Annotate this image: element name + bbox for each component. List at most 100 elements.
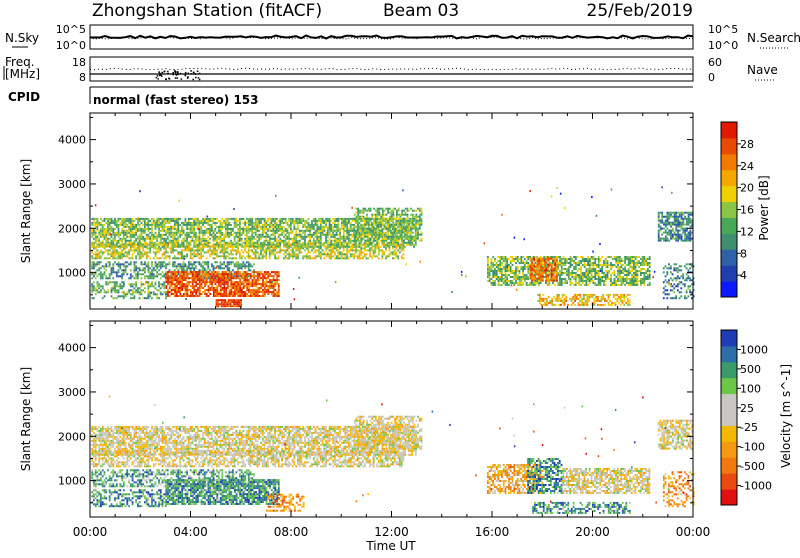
- heatmap-cell: [255, 293, 257, 295]
- heatmap-cell: [146, 218, 148, 220]
- heatmap-cell: [264, 230, 266, 232]
- heatmap-cell: [271, 287, 273, 289]
- heatmap-cell: [387, 232, 389, 234]
- heatmap-cell: [125, 226, 127, 228]
- heatmap-cell: [515, 270, 517, 272]
- heatmap-cell: [221, 305, 223, 307]
- heatmap-cell: [174, 283, 176, 285]
- heatmap-cell: [107, 228, 109, 230]
- heatmap-cell: [492, 266, 494, 268]
- heatmap-cell: [220, 251, 222, 253]
- heatmap-cell: [183, 273, 185, 275]
- heatmap-cell: [156, 240, 158, 242]
- heatmap-cell: [169, 277, 171, 279]
- heatmap-cell: [377, 214, 379, 216]
- heatmap-cell: [193, 240, 195, 242]
- heatmap-cell: [229, 295, 231, 297]
- heatmap-cell: [207, 222, 209, 224]
- heatmap-cell: [264, 291, 266, 293]
- heatmap-cell: [338, 224, 340, 226]
- heatmap-cell: [128, 257, 130, 259]
- heatmap-cell: [290, 232, 292, 234]
- heatmap-cell: [135, 226, 137, 228]
- heatmap-cell: [119, 218, 121, 220]
- heatmap-cell: [360, 257, 362, 259]
- heatmap-cell: [348, 234, 350, 236]
- heatmap-cell: [162, 285, 164, 287]
- heatmap-cell: [339, 253, 341, 255]
- heatmap-cell: [338, 249, 340, 251]
- heatmap-cell: [400, 222, 402, 224]
- nave-point: [165, 79, 167, 81]
- heatmap-cell: [403, 218, 405, 220]
- heatmap-cell: [364, 230, 366, 232]
- heatmap-cell: [144, 251, 146, 253]
- heatmap-cell: [287, 222, 289, 224]
- heatmap-cell: [237, 234, 239, 236]
- heatmap-cell: [223, 291, 225, 293]
- heatmap-cell: [158, 232, 160, 234]
- heatmap-cell: [380, 208, 382, 210]
- heatmap-cell: [176, 267, 178, 269]
- heatmap-cell: [253, 273, 255, 275]
- heatmap-cell: [95, 273, 97, 275]
- heatmap-cell: [508, 284, 510, 286]
- heatmap-cell: [151, 224, 153, 226]
- heatmap-cell: [350, 230, 352, 232]
- heatmap-cell: [105, 263, 107, 265]
- heatmap-cell: [492, 262, 494, 264]
- heatmap-cell: [235, 303, 237, 305]
- heatmap-cell: [407, 216, 409, 218]
- heatmap-cell: [327, 242, 329, 244]
- heatmap-cell: [126, 220, 128, 222]
- heatmap-cell: [107, 261, 109, 263]
- heatmap-cell: [330, 220, 332, 222]
- heatmap-cell: [192, 277, 194, 279]
- heatmap-cell: [220, 289, 222, 291]
- heatmap-cell: [155, 263, 157, 265]
- heatmap-cell: [125, 222, 127, 224]
- heatmap-cell: [172, 238, 174, 240]
- heatmap-cell: [292, 251, 294, 253]
- heatmap-cell: [229, 285, 231, 287]
- heatmap-cell: [359, 253, 361, 255]
- heatmap-cell: [227, 243, 229, 245]
- heatmap-cell: [223, 287, 225, 289]
- heatmap-cell: [345, 253, 347, 255]
- heatmap-cell: [278, 293, 280, 295]
- heatmap-cell: [299, 240, 301, 242]
- heatmap-cell: [178, 283, 180, 285]
- heatmap-cell: [394, 238, 396, 240]
- heatmap-cell: [199, 295, 201, 297]
- heatmap-cell: [111, 289, 113, 291]
- heatmap-cell: [112, 277, 114, 279]
- heatmap-cell: [246, 271, 248, 273]
- heatmap-cell: [419, 224, 421, 226]
- heatmap-cell: [318, 228, 320, 230]
- heatmap-cell: [279, 242, 281, 244]
- heatmap-cell: [250, 228, 252, 230]
- heatmap-cell: [178, 277, 180, 279]
- heatmap-cell: [183, 243, 185, 245]
- heatmap-cell: [285, 228, 287, 230]
- heatmap-cell: [158, 247, 160, 249]
- heatmap-cell: [183, 263, 185, 265]
- heatmap-cell: [239, 285, 241, 287]
- heatmap-cell: [207, 263, 209, 265]
- heatmap-cell: [111, 269, 113, 271]
- heatmap-cell: [348, 246, 350, 248]
- heatmap-cell: [160, 249, 162, 251]
- heatmap-cell: [141, 218, 143, 220]
- heatmap-cell: [195, 240, 197, 242]
- heatmap-cell: [178, 295, 180, 297]
- heatmap-cell: [123, 283, 125, 285]
- heatmap-cell: [158, 226, 160, 228]
- heatmap-cell: [316, 249, 318, 251]
- heatmap-cell: [315, 236, 317, 238]
- heatmap-cell: [237, 249, 239, 251]
- heatmap-cell: [295, 238, 297, 240]
- heatmap-cell: [352, 243, 354, 245]
- heatmap-cell: [352, 245, 354, 247]
- heatmap-cell: [339, 242, 341, 244]
- heatmap-cell: [206, 230, 208, 232]
